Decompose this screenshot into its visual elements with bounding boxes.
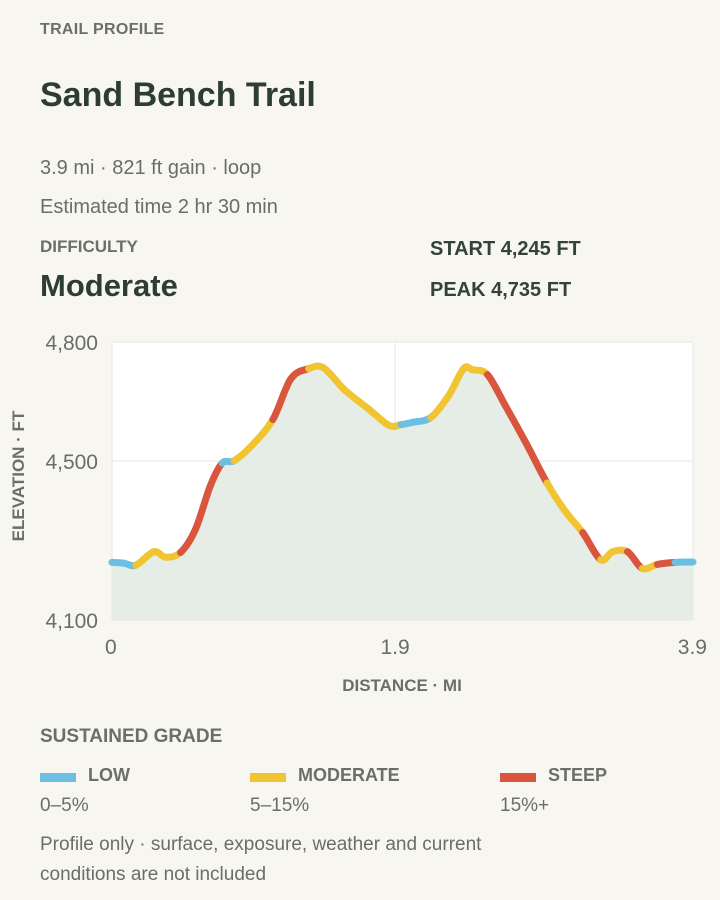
- profile-segment-steep: [501, 402, 530, 447]
- legend-name: STEEP: [548, 765, 608, 785]
- elevation-line: [108, 362, 697, 573]
- x-axis-ticks: 0 1.9 3.9: [105, 636, 707, 659]
- section-eyebrow: TRAIL PROFILE: [40, 21, 165, 38]
- elevation-chart: 4,100 4,500 4,800 0 1.9 3.9 DISTANCE · MI EL…: [9, 332, 707, 695]
- y-axis-label: ELEVATION · FT: [9, 410, 28, 541]
- legend-name: MODERATE: [298, 765, 400, 785]
- legend-range: 0–5%: [40, 795, 89, 816]
- trail-summary: 3.9 mi · 821 ft gain · loop: [40, 157, 262, 179]
- footnote: Profile only · surface, exposure, weathe…: [40, 834, 482, 885]
- legend-title: SUSTAINED GRADE: [40, 726, 223, 747]
- y-axis-ticks: 4,100 4,500 4,800: [45, 332, 98, 633]
- y-tick-label: 4,800: [45, 332, 98, 355]
- x-tick-label: 0: [105, 636, 117, 659]
- legend-range: 15%+: [500, 795, 550, 816]
- y-tick-label: 4,500: [45, 451, 98, 474]
- y-tick-label: 4,100: [45, 610, 98, 633]
- moderate-swatch: [250, 773, 286, 782]
- start-elevation: START 4,245 FT: [430, 238, 581, 260]
- steep-swatch: [500, 773, 536, 782]
- legend-range: 5–15%: [250, 795, 310, 816]
- peak-elevation: PEAK 4,735 FT: [430, 279, 572, 301]
- estimated-time: Estimated time 2 hr 30 min: [40, 196, 278, 218]
- low-swatch: [40, 773, 76, 782]
- difficulty-label: DIFFICULTY: [40, 237, 138, 256]
- x-axis-label: DISTANCE · MI: [342, 676, 462, 695]
- trail-title: Sand Bench Trail: [40, 76, 316, 114]
- difficulty-value: Moderate: [40, 268, 178, 303]
- x-tick-label: 1.9: [380, 636, 409, 659]
- legend-name: LOW: [88, 765, 130, 785]
- elevation-area: [112, 366, 693, 620]
- x-tick-label: 3.9: [678, 636, 707, 659]
